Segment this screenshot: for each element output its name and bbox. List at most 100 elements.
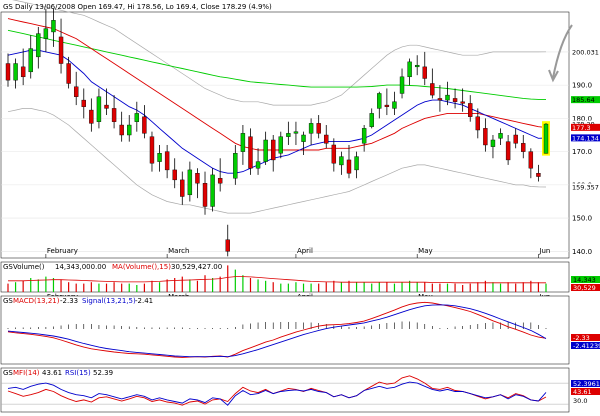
candle-body: [142, 116, 147, 134]
candle-body: [104, 104, 109, 109]
rsi-value: 52.39: [93, 369, 113, 377]
candle-body: [20, 66, 26, 78]
candle-body: [528, 151, 534, 169]
volume-value: 14,343,000.00: [55, 263, 106, 271]
candle-body: [58, 36, 64, 64]
candle-body: [339, 156, 344, 166]
month-labels-price: February March April May Jun: [45, 247, 550, 258]
candle-body: [354, 156, 359, 171]
volume-ma-label: MA(Volume(),15): [112, 263, 171, 271]
macd-label: MACD(13,21): [13, 297, 60, 305]
macd-panel: [0, 295, 570, 365]
price-panel: [0, 11, 570, 259]
candle-body: [127, 124, 132, 136]
candle-body: [43, 28, 49, 39]
candle-body: [66, 63, 71, 84]
rsi-label: RSI(15): [65, 369, 91, 377]
candle-body: [331, 144, 337, 164]
macd-value: -2.33: [60, 297, 78, 305]
rsi-tag: 52.3961: [571, 380, 600, 388]
candle-body: [187, 169, 193, 196]
candle-body: [172, 169, 177, 181]
candle-body: [195, 173, 200, 184]
candle-body: [346, 159, 352, 174]
candle-body: [301, 134, 306, 142]
price-tick-label: 170.0: [572, 148, 592, 156]
signal-line: [7, 304, 547, 358]
ma-long-line: [7, 29, 547, 101]
candle-body: [28, 48, 33, 73]
candle-body: [430, 83, 435, 96]
candle-body: [217, 178, 223, 184]
volume-ma-line: [8, 276, 546, 284]
candle-body: [316, 123, 321, 134]
candle-body: [248, 136, 253, 169]
candle-body: [407, 61, 412, 78]
candle-body: [157, 153, 162, 162]
candle-body: [422, 66, 427, 79]
volume-label: Volume(): [13, 263, 45, 271]
svg-text:43.61: 43.61: [573, 388, 592, 396]
moving-average-lines: [7, 18, 547, 174]
candle-body: [73, 86, 79, 97]
volume-title-ticker: GS: [3, 263, 13, 271]
candle-body: [369, 113, 374, 127]
candle-body: [240, 133, 246, 152]
candle-body: [202, 183, 208, 207]
candle-body: [361, 128, 367, 144]
candle-body: [36, 33, 41, 58]
header-info: Daily 13/06/2008 Open 169.47, Hi 178.56,…: [15, 3, 272, 11]
price-marker-label: 159.357: [572, 184, 599, 192]
candle-body: [13, 63, 18, 81]
mfi-rsi-lines: [7, 375, 547, 406]
ma-mid-line: [7, 18, 547, 151]
mfi-label: MFI(14): [13, 369, 40, 377]
price-marker-bg: [571, 48, 600, 56]
candle-body: [399, 76, 405, 94]
candle-body: [210, 174, 215, 207]
candle-body: [255, 161, 261, 169]
macd-line: [7, 301, 547, 358]
price-marker-label: 177.3: [572, 124, 591, 132]
band-lower-line: [7, 108, 547, 214]
candle-body: [286, 133, 291, 137]
price-marker-bg: [571, 96, 600, 104]
price-tick-label: 190.0: [572, 82, 592, 90]
signal-tag: -2.41239: [571, 342, 600, 350]
candle-body: [81, 99, 86, 107]
signal-label: Signal(13,21,5): [82, 297, 136, 305]
header-ticker: GS: [3, 3, 13, 11]
mfi-value: 43.61: [42, 369, 62, 377]
candle-body: [308, 123, 314, 134]
candle-body: [89, 109, 94, 124]
volume-tag: 14,343: [571, 276, 600, 284]
candle-body: [460, 101, 465, 104]
price-marker-bg: [571, 183, 600, 191]
volume-bars: [7, 265, 547, 292]
price-tick-label: 150.0: [572, 215, 592, 223]
svg-text:30,529: 30,529: [573, 284, 596, 292]
candle-body: [263, 139, 268, 162]
month-label: Jun: [538, 247, 550, 255]
candle-body: [119, 124, 124, 136]
candle-body: [521, 143, 526, 152]
candle-body: [180, 179, 185, 197]
candle-body: [96, 96, 102, 122]
candle-body: [225, 239, 230, 252]
candle-body: [475, 116, 481, 131]
candlesticks: [5, 8, 550, 257]
svg-text:52.3961: 52.3961: [573, 380, 600, 388]
candle-body: [293, 131, 299, 134]
candle-body: [149, 136, 155, 164]
mfi-30-label: 30.0: [573, 397, 587, 405]
month-label: May: [418, 247, 432, 255]
month-label: March: [168, 247, 189, 255]
candle-body: [384, 104, 390, 107]
candle-body: [513, 134, 518, 144]
candle-body: [392, 101, 397, 109]
volume-ma-value: 30,529,427.00: [171, 263, 222, 271]
svg-text:-2.33: -2.33: [573, 334, 590, 342]
candle-body: [468, 103, 473, 117]
